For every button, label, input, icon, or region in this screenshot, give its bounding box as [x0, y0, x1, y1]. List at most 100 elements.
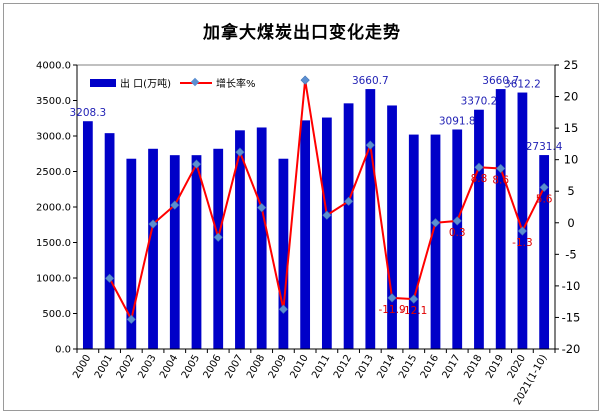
- legend: 出 口(万吨) 增长率%: [90, 77, 256, 90]
- growth-point-2016: [430, 218, 441, 228]
- growth-point-2013: [365, 140, 375, 150]
- bar-2005: [191, 155, 202, 349]
- bar-2007: [235, 130, 245, 349]
- bar-2003: [148, 148, 158, 349]
- y-right-tick-label: -15: [562, 310, 581, 324]
- x-tick-label: 2011: [310, 353, 332, 381]
- bar-2011: [321, 117, 332, 349]
- legend-line-label: 增长率%: [216, 77, 256, 90]
- y-left-tick-label: 1000.0: [36, 274, 71, 285]
- growth-value-label: 8.6: [492, 175, 509, 187]
- growth-point-2019: [496, 163, 506, 174]
- y-left-tick-label: 3500.0: [36, 96, 71, 107]
- growth-point-2011: [322, 210, 332, 220]
- y-right-tick-label: -20: [562, 342, 581, 356]
- legend-bar-label: 出 口(万吨): [120, 77, 171, 90]
- y-right-tick-label: 0: [567, 216, 574, 230]
- growth-point-2006: [213, 232, 223, 242]
- x-tick-label: 2008: [245, 353, 267, 381]
- y-left-tick-label: 4000.0: [36, 61, 71, 72]
- growth-point-2021(1-10): [539, 182, 549, 193]
- bar-2018: [474, 109, 484, 350]
- growth-point-2014: [387, 293, 397, 303]
- x-tick-label: 2016: [419, 353, 441, 381]
- y-left-tick-label: 500.0: [42, 309, 71, 320]
- y-right-tick-label: -10: [562, 279, 581, 293]
- bar-value-label: 3612.2: [504, 79, 541, 91]
- bar-2009: [278, 158, 289, 349]
- x-tick-label: 2019: [484, 353, 506, 381]
- bar-2016: [430, 134, 441, 349]
- x-tick-label: 2005: [180, 353, 202, 381]
- data-labels: 3208.33660.73091.83370.23660.73612.22731…: [69, 75, 562, 317]
- bar-value-label: 3091.8: [439, 115, 476, 127]
- bar-2015: [408, 134, 419, 349]
- bar-2017: [452, 129, 463, 349]
- y-left-tick-label: 2000.0: [36, 203, 71, 214]
- y-right-tick-label: 5: [567, 184, 574, 198]
- x-tick-label: 2009: [267, 353, 289, 381]
- bar-2014: [387, 105, 397, 349]
- growth-point-2004: [170, 200, 180, 210]
- growth-point-2002: [126, 314, 136, 324]
- bar-value-label: 2731.4: [526, 141, 563, 153]
- y-right-tick-label: -5: [565, 247, 576, 261]
- legend-bar-swatch: [90, 79, 116, 87]
- x-tick-label: 2007: [223, 353, 245, 381]
- growth-value-label: -11.9: [378, 304, 405, 316]
- bar-value-label: 3370.2: [461, 96, 498, 108]
- x-tick-label: 2003: [136, 353, 158, 381]
- x-tick-label: 2010: [288, 353, 310, 381]
- x-tick-label: 2014: [375, 353, 397, 381]
- bar-2001: [104, 133, 115, 349]
- growth-value-label: -1.3: [512, 237, 533, 249]
- bar-2006: [213, 148, 224, 349]
- growth-point-2005: [191, 159, 202, 169]
- bar-2002: [126, 158, 137, 349]
- bar-2020: [517, 92, 528, 349]
- x-tick-label: 2013: [354, 353, 376, 381]
- x-tick-label: 2000: [71, 353, 93, 381]
- legend-line-marker: [190, 77, 200, 87]
- growth-value-label: -12.1: [400, 305, 427, 317]
- y-right-tick-label: 20: [564, 90, 579, 104]
- x-tick-label: 2020: [506, 353, 528, 381]
- y-right-tick-label: 10: [564, 153, 579, 167]
- growth-point-2008: [257, 203, 267, 213]
- bar-2021(1-10): [539, 155, 550, 349]
- x-tick-label: 2012: [332, 353, 354, 381]
- bar-2010: [300, 120, 311, 349]
- growth-point-2003: [148, 219, 158, 229]
- growth-point-2012: [343, 196, 354, 206]
- bar-value-label: 3208.3: [69, 107, 106, 119]
- x-tick-label: 2015: [397, 353, 419, 381]
- bar-2012: [343, 103, 354, 349]
- bar-value-label: 3660.7: [482, 75, 519, 87]
- bar-2008: [256, 127, 267, 349]
- bar-2000: [82, 121, 93, 350]
- growth-point-2001: [104, 273, 115, 283]
- y-left-tick-label: 1500.0: [36, 238, 71, 249]
- y-left-tick-label: 0.0: [55, 345, 71, 356]
- x-tick-label: 2004: [158, 353, 180, 381]
- growth-point-2010: [300, 75, 310, 85]
- bar-2019: [495, 89, 506, 349]
- bar-series: [82, 89, 550, 350]
- y-left-tick-label: 2500.0: [36, 167, 71, 178]
- y-left-tick-label: 3000.0: [36, 132, 71, 143]
- growth-line-series: [104, 75, 549, 324]
- growth-value-label: 0.3: [449, 227, 466, 239]
- growth-point-2018: [474, 162, 484, 172]
- growth-point-2015: [409, 294, 419, 304]
- x-tick-label: 2017: [441, 353, 463, 381]
- growth-point-2017: [452, 216, 462, 226]
- x-tick-label: 2018: [462, 353, 484, 381]
- x-tick-label: 2006: [202, 353, 224, 381]
- bar-2013: [365, 89, 376, 349]
- growth-point-2007: [235, 147, 245, 157]
- bar-2004: [169, 155, 180, 349]
- growth-point-2020: [517, 226, 528, 236]
- chart-title: 加拿大煤炭出口变化走势: [203, 23, 401, 43]
- growth-value-label: 5.6: [536, 193, 553, 205]
